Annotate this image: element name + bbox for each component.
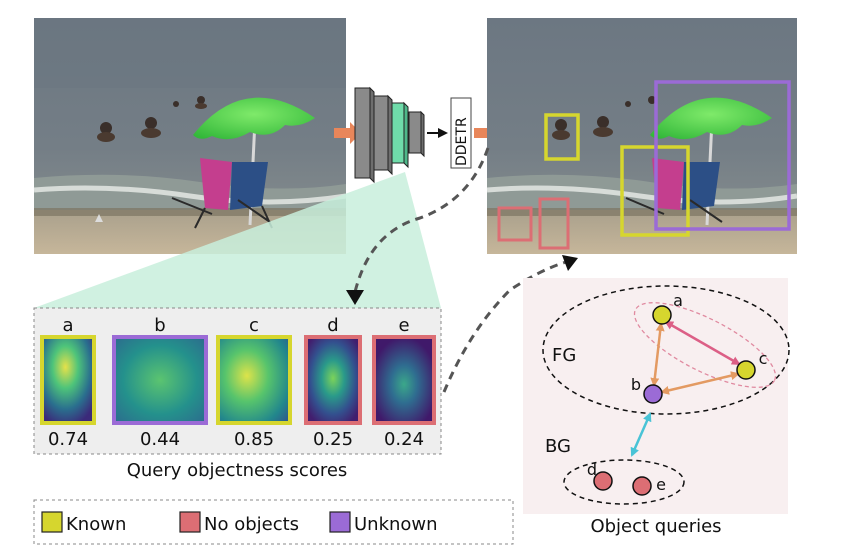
query-score: 0.44 xyxy=(140,429,180,450)
feature-projection xyxy=(34,172,441,308)
query-node-letter: c xyxy=(759,349,768,368)
query-cell-e: e 0.24 xyxy=(372,315,436,450)
detection-no-object-1 xyxy=(497,206,533,242)
query-cell-d: d 0.25 xyxy=(304,315,362,450)
query-node-letter: d xyxy=(587,460,597,479)
queries-caption: Query objectness scores xyxy=(127,460,348,481)
query-cell-b: b 0.44 xyxy=(112,315,208,450)
detection-known-swimmer xyxy=(544,113,580,161)
query-letter: d xyxy=(327,315,338,336)
object-queries-panel: FG BG a b c d e Object queries xyxy=(523,278,790,537)
legend-label: Unknown xyxy=(354,514,438,535)
legend-swatch xyxy=(329,511,351,533)
query-node-dot xyxy=(593,471,613,491)
query-heatmap xyxy=(304,335,362,425)
query-node-letter: b xyxy=(631,375,641,394)
query-cell-a: a 0.74 xyxy=(40,315,96,450)
detection-unknown-umbrella xyxy=(654,80,791,231)
legend-item: Known xyxy=(41,511,126,535)
query-node-letter: a xyxy=(673,291,683,310)
legend-label: Known xyxy=(66,514,126,535)
dashed-arrow-head-down xyxy=(346,290,364,305)
legend-item: No objects xyxy=(179,511,299,535)
bg-label: BG xyxy=(545,436,571,457)
query-score: 0.24 xyxy=(384,429,424,450)
object-queries-caption: Object queries xyxy=(590,516,721,537)
query-letter: c xyxy=(249,315,259,336)
query-node-dot xyxy=(632,476,652,496)
legend-swatch xyxy=(179,511,201,533)
query-score: 0.25 xyxy=(313,429,353,450)
queries-panel: a 0.74 b 0.44 c 0.85 d 0.25 e 0.24 Query objectne… xyxy=(33,307,442,481)
object-query-node-b: b xyxy=(631,375,663,404)
fg-label: FG xyxy=(552,345,576,366)
legend-label: No objects xyxy=(204,514,299,535)
dashed-arrow-head-up xyxy=(562,255,578,271)
query-score: 0.85 xyxy=(234,429,274,450)
object-query-node-a: a xyxy=(652,291,683,325)
query-heatmap xyxy=(372,335,436,425)
relation-b-c xyxy=(660,371,740,395)
output-image xyxy=(486,18,798,254)
fg-cluster xyxy=(542,285,790,415)
dashed-arrow-to-output xyxy=(442,260,567,393)
query-heatmap xyxy=(40,335,96,425)
query-cell-c: c 0.85 xyxy=(216,315,292,450)
query-letter: a xyxy=(62,315,73,336)
legend-item: Unknown xyxy=(329,511,438,535)
dashed-arrow-to-queries xyxy=(353,147,490,293)
query-letter: e xyxy=(398,315,409,336)
query-node-letter: e xyxy=(656,475,666,494)
query-node-dot xyxy=(652,305,672,325)
query-node-dot xyxy=(643,384,663,404)
legend: Known No objects Unknown xyxy=(33,499,514,545)
object-query-node-e: e xyxy=(632,475,666,496)
input-arrow xyxy=(334,122,361,144)
bg-cluster xyxy=(563,459,685,505)
query-heatmap xyxy=(216,335,292,425)
object-query-node-d: d xyxy=(587,460,613,491)
relation-fg-bg xyxy=(630,412,652,457)
ddetr-label: DDETR xyxy=(454,117,470,166)
relation-a-b xyxy=(650,322,665,387)
query-letter: b xyxy=(154,315,165,336)
query-score: 0.74 xyxy=(48,429,88,450)
relation-a-c xyxy=(664,320,741,366)
legend-swatch xyxy=(41,511,63,533)
object-query-node-c: c xyxy=(736,349,768,380)
ddetr-block: DDETR xyxy=(450,97,472,169)
detection-no-object-2 xyxy=(538,197,570,250)
backbone-network xyxy=(354,86,425,184)
query-heatmap xyxy=(112,335,208,425)
query-node-dot xyxy=(736,360,756,380)
